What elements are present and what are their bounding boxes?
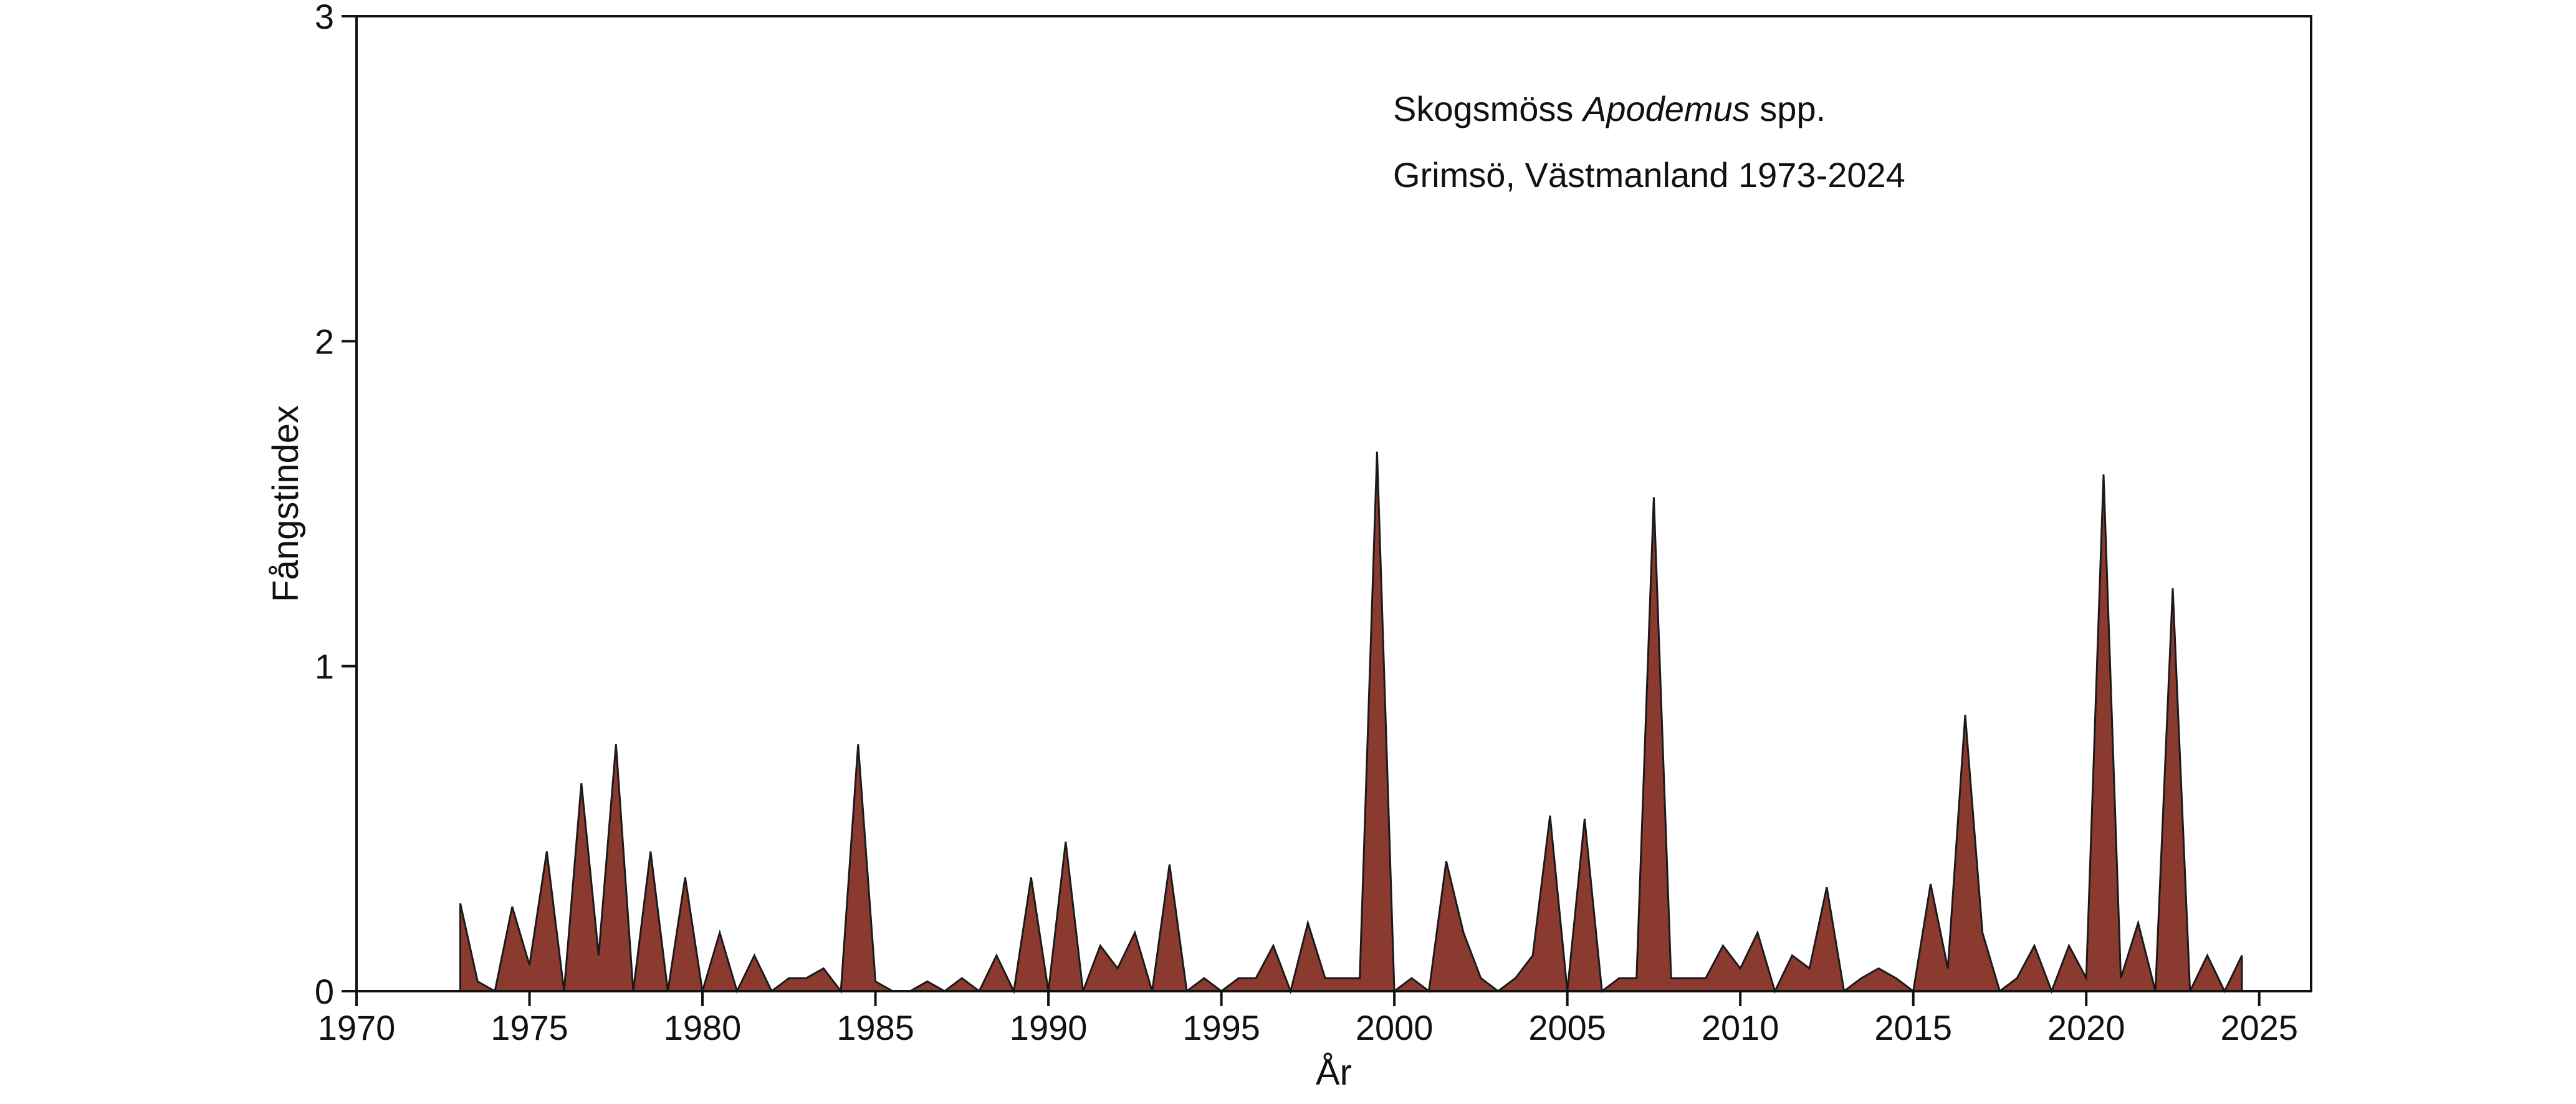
y-tick-label: 0 bbox=[315, 972, 334, 1011]
x-tick-label: 1975 bbox=[491, 1008, 568, 1047]
y-tick-label: 2 bbox=[315, 322, 334, 361]
x-tick-label: 1990 bbox=[1010, 1008, 1088, 1047]
x-tick-label: 2025 bbox=[2220, 1008, 2298, 1047]
y-tick-label: 1 bbox=[315, 647, 334, 686]
plot-frame bbox=[355, 15, 2312, 992]
x-tick-label: 1995 bbox=[1182, 1008, 1260, 1047]
annotation-location: Grimsö, Västmanland 1973-2024 bbox=[1393, 155, 1905, 194]
plot-area bbox=[459, 451, 2243, 994]
series-area-0 bbox=[460, 451, 2242, 991]
x-tick-label: 2010 bbox=[1702, 1008, 1779, 1047]
x-tick-label: 2005 bbox=[1528, 1008, 1606, 1047]
axes: 1970 1975 1980 1985 1990 1995 2000 2005 2010 2015… bbox=[315, 0, 2312, 1047]
annotation-species-genus: Apodemus bbox=[1581, 89, 1750, 128]
annotation-species: Skogsmöss Apodemus spp. bbox=[1393, 89, 1826, 128]
x-tick-label: 1980 bbox=[664, 1008, 742, 1047]
series-line-0 bbox=[459, 451, 2243, 994]
x-tick-label: 2015 bbox=[1874, 1008, 1952, 1047]
x-axis-label: År bbox=[1316, 1052, 1352, 1093]
x-tick-label: 1985 bbox=[836, 1008, 914, 1047]
x-tick-label: 1970 bbox=[318, 1008, 396, 1047]
y-axis-label: Fångstindex bbox=[266, 405, 306, 602]
y-tick-label: 3 bbox=[315, 0, 334, 36]
x-tick-label: 2000 bbox=[1356, 1008, 1434, 1047]
x-tick-label: 2020 bbox=[2047, 1008, 2125, 1047]
annotation-species-suffix: spp. bbox=[1750, 89, 1826, 128]
annotation-species-prefix: Skogsmöss bbox=[1393, 89, 1583, 128]
